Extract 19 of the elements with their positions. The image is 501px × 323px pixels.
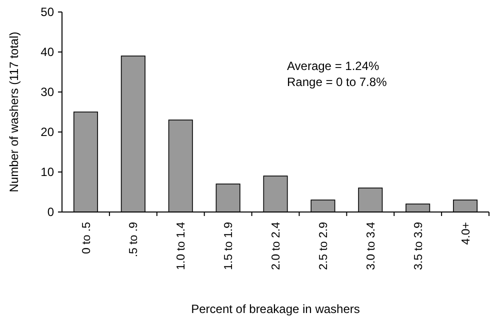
y-tick-label: 30 <box>40 85 54 100</box>
y-tick-label: 0 <box>47 205 54 220</box>
x-axis-title: Percent of breakage in washers <box>191 302 360 316</box>
x-tick-label: 4.0+ <box>460 222 472 245</box>
x-tick-label: 0 to .5 <box>80 222 93 254</box>
y-tick-label: 50 <box>40 5 54 20</box>
y-tick-label: 40 <box>40 45 54 60</box>
annotation: Range = 0 to 7.8% <box>287 75 388 89</box>
x-tick-label: 2.5 to 2.9 <box>318 222 330 270</box>
y-tick-label: 20 <box>40 125 54 140</box>
x-tick-label: 3.5 to 3.9 <box>412 222 425 270</box>
x-tick-label: 1.5 to 1.9 <box>223 222 236 270</box>
x-tick-label: 3.0 to 3.4 <box>365 221 378 270</box>
x-tick-label: .5 to .9 <box>128 222 140 258</box>
x-tick-label: 1.0 to 1.4 <box>176 221 188 270</box>
x-tick-label: 2.0 to 2.4 <box>270 221 283 270</box>
y-tick-label: 10 <box>40 165 54 180</box>
annotation: Average = 1.24% <box>287 59 380 73</box>
y-axis-title: Number of washers (117 total) <box>7 32 21 192</box>
